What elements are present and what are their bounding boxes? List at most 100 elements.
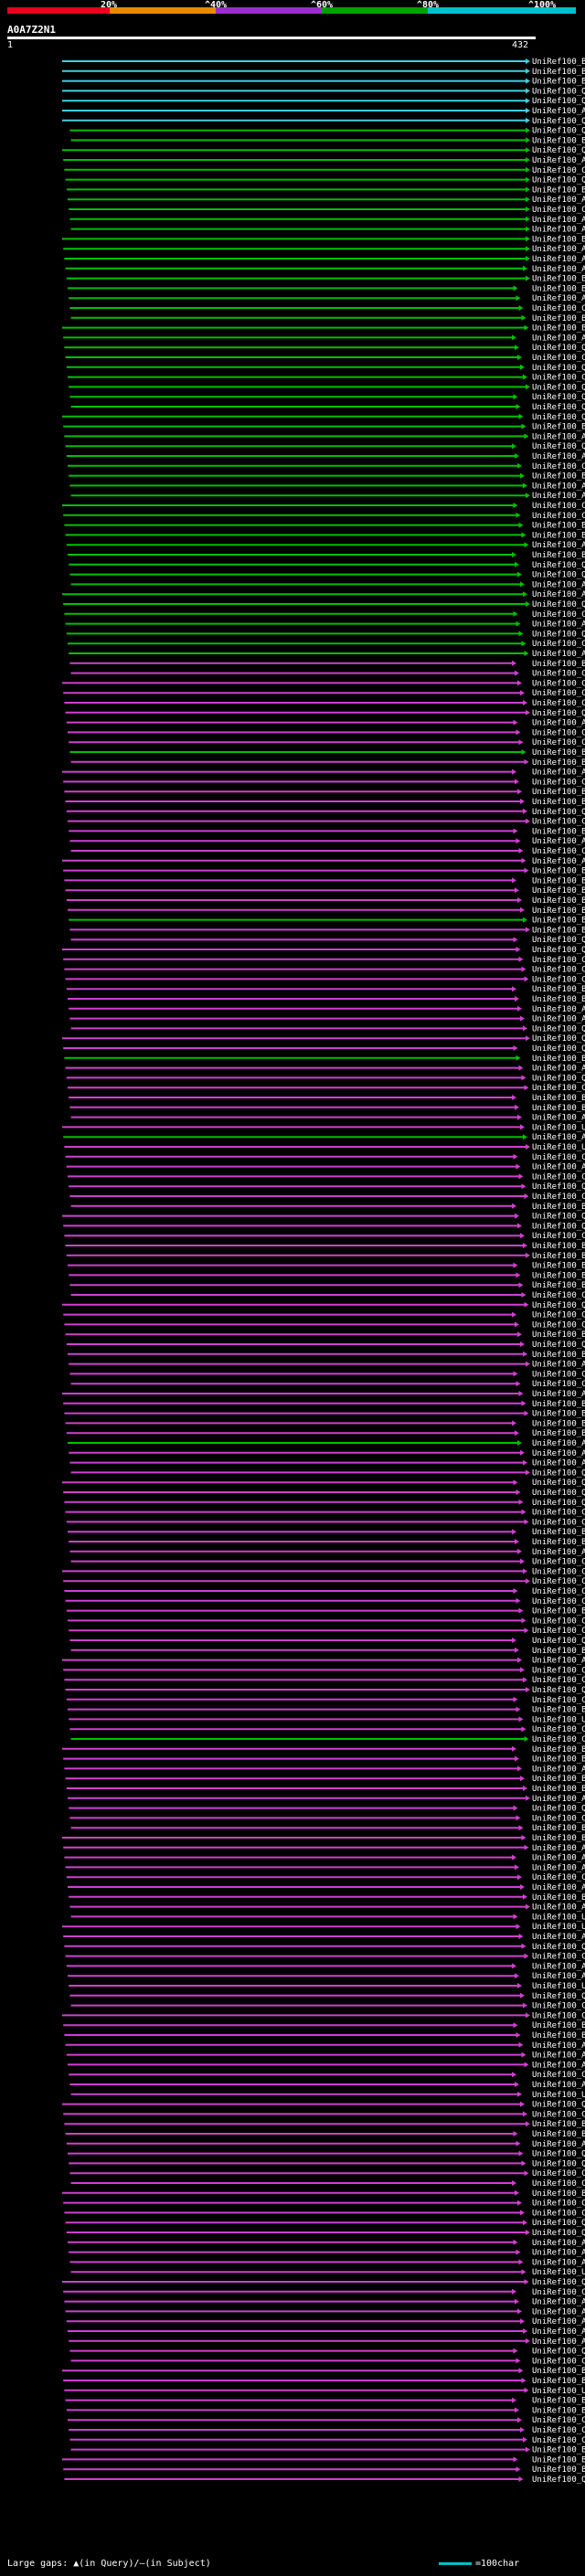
- hit-label[interactable]: UniRef100_A7QNM3: [532, 482, 585, 491]
- hit-row[interactable]: UniRef100_Q6P0Q2: [62, 2101, 585, 2110]
- hit-label[interactable]: UniRef100_Q6Z675: [532, 2219, 585, 2228]
- hit-label[interactable]: UniRef100_C5YJX2: [532, 1725, 585, 1734]
- hit-row[interactable]: UniRef100_C0JAE2: [64, 966, 585, 975]
- hit-row[interactable]: UniRef100_C5Y9B5: [64, 1676, 585, 1685]
- hit-label[interactable]: UniRef100_C5XZU2: [532, 956, 585, 965]
- hit-row[interactable]: UniRef100_A5ALZ1: [68, 2327, 585, 2337]
- hit-label[interactable]: UniRef100_B4FYI0: [532, 758, 585, 768]
- hit-label[interactable]: UniRef100_UP1000...: [532, 2387, 585, 2396]
- hit-row[interactable]: UniRef100_B9GR19: [62, 58, 585, 67]
- hit-row[interactable]: UniRef100_Q9LNJ3: [62, 87, 585, 96]
- hit-row[interactable]: UniRef100_B9SGP5: [62, 2189, 585, 2199]
- hit-label[interactable]: UniRef100_B8LR23: [532, 995, 585, 1004]
- hit-row[interactable]: UniRef100_C5YMT3: [62, 2011, 585, 2020]
- hit-label[interactable]: UniRef100_C0JAB0: [532, 1558, 585, 1567]
- hit-row[interactable]: UniRef100_A7P689: [66, 2051, 585, 2061]
- hit-row[interactable]: UniRef100_A5BDB9: [68, 2061, 585, 2070]
- hit-row[interactable]: UniRef100_A5AV25: [69, 837, 585, 846]
- hit-row[interactable]: UniRef100_A5BAQ3: [70, 492, 585, 501]
- hit-label[interactable]: UniRef100_B9GR19: [532, 58, 585, 67]
- hit-row[interactable]: UniRef100_B4FRW0: [65, 798, 585, 807]
- hit-row[interactable]: UniRef100_B9SVX5: [63, 2377, 585, 2386]
- hit-row[interactable]: UniRef100_Q84M99: [62, 1479, 585, 1488]
- hit-row[interactable]: UniRef100_B7ZZY7: [64, 1410, 585, 1419]
- hit-row[interactable]: UniRef100_UP1000...: [70, 2268, 585, 2277]
- hit-row[interactable]: UniRef100_B9GBG8: [62, 78, 585, 87]
- hit-row[interactable]: UniRef100_Q9M5H5: [64, 2475, 585, 2485]
- hit-label[interactable]: UniRef100_B8LLE4: [532, 314, 585, 323]
- hit-row[interactable]: UniRef100_Q0YTJ6: [69, 1805, 585, 1814]
- hit-label[interactable]: UniRef100_C5Z4D8: [532, 1666, 585, 1675]
- hit-label[interactable]: UniRef100_C0J9X0: [532, 1627, 585, 1636]
- hit-row[interactable]: UniRef100_B9HQ88: [64, 522, 585, 531]
- hit-row[interactable]: UniRef100_C0PD84: [70, 1380, 585, 1389]
- hit-label[interactable]: UniRef100_A5ALZ1: [532, 2327, 585, 2337]
- hit-label[interactable]: UniRef100_B9ILA2: [532, 886, 585, 896]
- hit-label[interactable]: UniRef100_B9S302: [532, 1330, 585, 1340]
- hit-label[interactable]: UniRef100_B9IL99: [532, 896, 585, 906]
- hit-row[interactable]: UniRef100_Q9LEW2: [70, 1024, 585, 1034]
- hit-label[interactable]: UniRef100_B9EW71: [532, 1647, 585, 1656]
- hit-row[interactable]: UniRef100_C5X2B1: [65, 1509, 585, 1518]
- hit-row[interactable]: UniRef100_C0JA71: [63, 1577, 585, 1586]
- hit-row[interactable]: UniRef100_B9NZ04: [68, 284, 585, 293]
- hit-row[interactable]: UniRef100_A2WZ76: [62, 1657, 585, 1666]
- hit-row[interactable]: UniRef100_B6TIH2: [65, 1242, 585, 1251]
- hit-label[interactable]: UniRef100_A9S3S8: [532, 2239, 585, 2248]
- hit-label[interactable]: UniRef100_Q2S3N3: [532, 2159, 585, 2168]
- hit-label[interactable]: UniRef100_Q9LK37: [532, 383, 585, 392]
- hit-row[interactable]: UniRef100_Q675E1: [65, 176, 585, 186]
- hit-row[interactable]: UniRef100_A2YSY2: [69, 2258, 585, 2267]
- hit-label[interactable]: UniRef100_Q34D20: [532, 146, 585, 155]
- hit-row[interactable]: UniRef100_A3BNN9: [66, 1962, 585, 1971]
- hit-label[interactable]: UniRef100_Q9M5H5: [532, 2475, 585, 2485]
- hit-row[interactable]: UniRef100_C5WNH4: [64, 699, 585, 708]
- hit-label[interactable]: UniRef100_C0TC36: [532, 2288, 585, 2297]
- hit-label[interactable]: UniRef100_B8WBK2: [532, 1538, 585, 1547]
- hit-label[interactable]: UniRef100_C5X4E0: [532, 1172, 585, 1182]
- hit-label[interactable]: UniRef100_Q8RYV3: [532, 1637, 585, 1646]
- hit-row[interactable]: UniRef100_Q8W0M5: [70, 1468, 585, 1478]
- hit-row[interactable]: UniRef100_A2YC53: [70, 1114, 585, 1123]
- hit-label[interactable]: UniRef100_Q8H256: [532, 127, 585, 136]
- hit-label[interactable]: UniRef100_B4T594: [532, 2446, 585, 2455]
- hit-label[interactable]: UniRef100_A2YSY2: [532, 2258, 585, 2267]
- hit-row[interactable]: UniRef100_C4J629: [64, 166, 585, 175]
- hit-row[interactable]: UniRef100_A9ZMF9: [68, 1439, 585, 1448]
- hit-row[interactable]: UniRef100_B9F2E7: [70, 1203, 585, 1212]
- hit-label[interactable]: UniRef100_A7QWK6: [532, 769, 585, 778]
- hit-label[interactable]: UniRef100_C5Z1K2: [532, 2169, 585, 2178]
- hit-label[interactable]: UniRef100_Q9LNJ3: [532, 87, 585, 96]
- hit-row[interactable]: UniRef100_Q9LHE3: [66, 364, 585, 373]
- hit-row[interactable]: UniRef100_B4FA43: [66, 1429, 585, 1438]
- hit-label[interactable]: UniRef100_B9RSJ0: [532, 472, 585, 482]
- hit-row[interactable]: UniRef100_A2ZZS2: [69, 1005, 585, 1014]
- hit-row[interactable]: UniRef100_Q69Q02: [62, 946, 585, 955]
- hit-label[interactable]: UniRef100_C5XCX8: [532, 2071, 585, 2080]
- hit-label[interactable]: UniRef100_Q8W0E9: [532, 561, 585, 570]
- hit-label[interactable]: UniRef100_B9SGP5: [532, 2189, 585, 2199]
- hit-row[interactable]: UniRef100_Q7F9J3: [66, 630, 585, 639]
- hit-row[interactable]: UniRef100_C0JAB4: [66, 1518, 585, 1527]
- hit-row[interactable]: UniRef100_B9IL99: [66, 896, 585, 906]
- hit-row[interactable]: UniRef100_A7R414: [66, 541, 585, 550]
- hit-row[interactable]: UniRef100_C5XNG1: [64, 610, 585, 620]
- hit-label[interactable]: UniRef100_C5Z1K1: [532, 2200, 585, 2209]
- hit-label[interactable]: UniRef100_B9F2E7: [532, 1203, 585, 1212]
- hit-row[interactable]: UniRef100_C5XCX8: [69, 2071, 585, 2080]
- hit-row[interactable]: UniRef100_Q6DY21: [66, 2229, 585, 2238]
- hit-label[interactable]: UniRef100_C5Z7T9: [532, 847, 585, 856]
- hit-row[interactable]: UniRef100_A9RF88: [66, 1163, 585, 1172]
- hit-row[interactable]: UniRef100_Q9LIV0: [68, 2150, 585, 2159]
- hit-row[interactable]: UniRef100_A7P6N0: [68, 1883, 585, 1892]
- hit-row[interactable]: UniRef100_A9T6L4: [69, 1449, 585, 1458]
- hit-label[interactable]: UniRef100_B4FA66: [532, 1755, 585, 1765]
- hit-label[interactable]: UniRef100_C5ZZV8: [532, 2357, 585, 2366]
- hit-row[interactable]: UniRef100_A7PJT0: [64, 1765, 585, 1774]
- hit-label[interactable]: UniRef100_C5X2B1: [532, 1509, 585, 1518]
- hit-label[interactable]: UniRef100_C0JA83: [532, 1153, 585, 1162]
- hit-label[interactable]: UniRef100_B9FIS9: [532, 186, 585, 195]
- hit-row[interactable]: UniRef100_Q6Z608: [70, 936, 585, 945]
- hit-label[interactable]: UniRef100_B8LP16: [532, 324, 585, 334]
- hit-row[interactable]: UniRef100_Q3LJE7: [65, 1686, 585, 1695]
